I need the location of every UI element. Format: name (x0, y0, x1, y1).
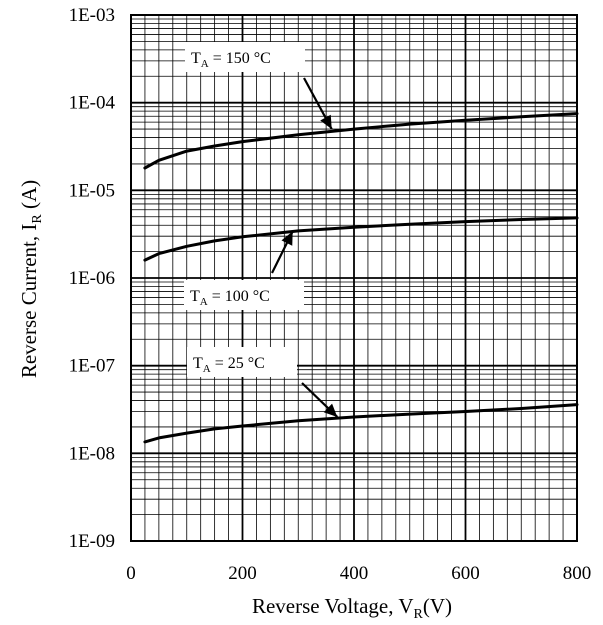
series-line-1 (143, 112, 579, 170)
x-tick-label: 200 (228, 563, 257, 584)
y-tick-label: 1E-08 (69, 443, 115, 464)
y-tick-label: 1E-03 (69, 5, 115, 26)
tick-labels: 0 200 400 600 800 1E-09 1E-08 1E-07 1E-06 1E-05 1E… (69, 5, 592, 584)
annotation-label: TA = 25 °C (193, 355, 265, 375)
annotation-2: TA = 100 °C (184, 230, 304, 310)
arrowhead-icon (320, 114, 332, 130)
series-group (143, 112, 579, 444)
y-tick-label: 1E-06 (69, 268, 115, 289)
y-tick-label: 1E-04 (69, 93, 116, 114)
annotation-label: TA = 150 °C (191, 50, 271, 70)
arrowhead-icon (323, 403, 338, 417)
annotation-3: TA = 25 °C (187, 347, 339, 418)
x-tick-label: 800 (563, 563, 592, 584)
grid (130, 15, 578, 542)
annotation-box (185, 42, 305, 72)
x-tick-label: 600 (451, 563, 480, 584)
y-tick-label: 1E-05 (69, 180, 115, 201)
plot-frame (130, 14, 578, 542)
x-tick-label: 400 (340, 563, 369, 584)
arrowhead-icon (281, 231, 293, 246)
y-tick-label: 1E-07 (69, 356, 115, 377)
series-line-2 (143, 216, 579, 262)
y-axis-title: Reverse Current, IR (A) (17, 180, 45, 378)
annotations: TA = 150 °C TA = 100 °C TA = 25 °C (184, 42, 339, 418)
annotation-label: TA = 100 °C (190, 288, 270, 308)
annotation-1: TA = 150 °C (185, 42, 333, 130)
x-tick-label: 0 (126, 563, 136, 584)
series-line-3 (143, 403, 579, 444)
x-axis-title: Reverse Voltage, VR(V) (252, 594, 452, 622)
y-tick-label: 1E-09 (69, 531, 115, 552)
annotation-box (187, 347, 297, 377)
annotation-box (184, 280, 304, 310)
